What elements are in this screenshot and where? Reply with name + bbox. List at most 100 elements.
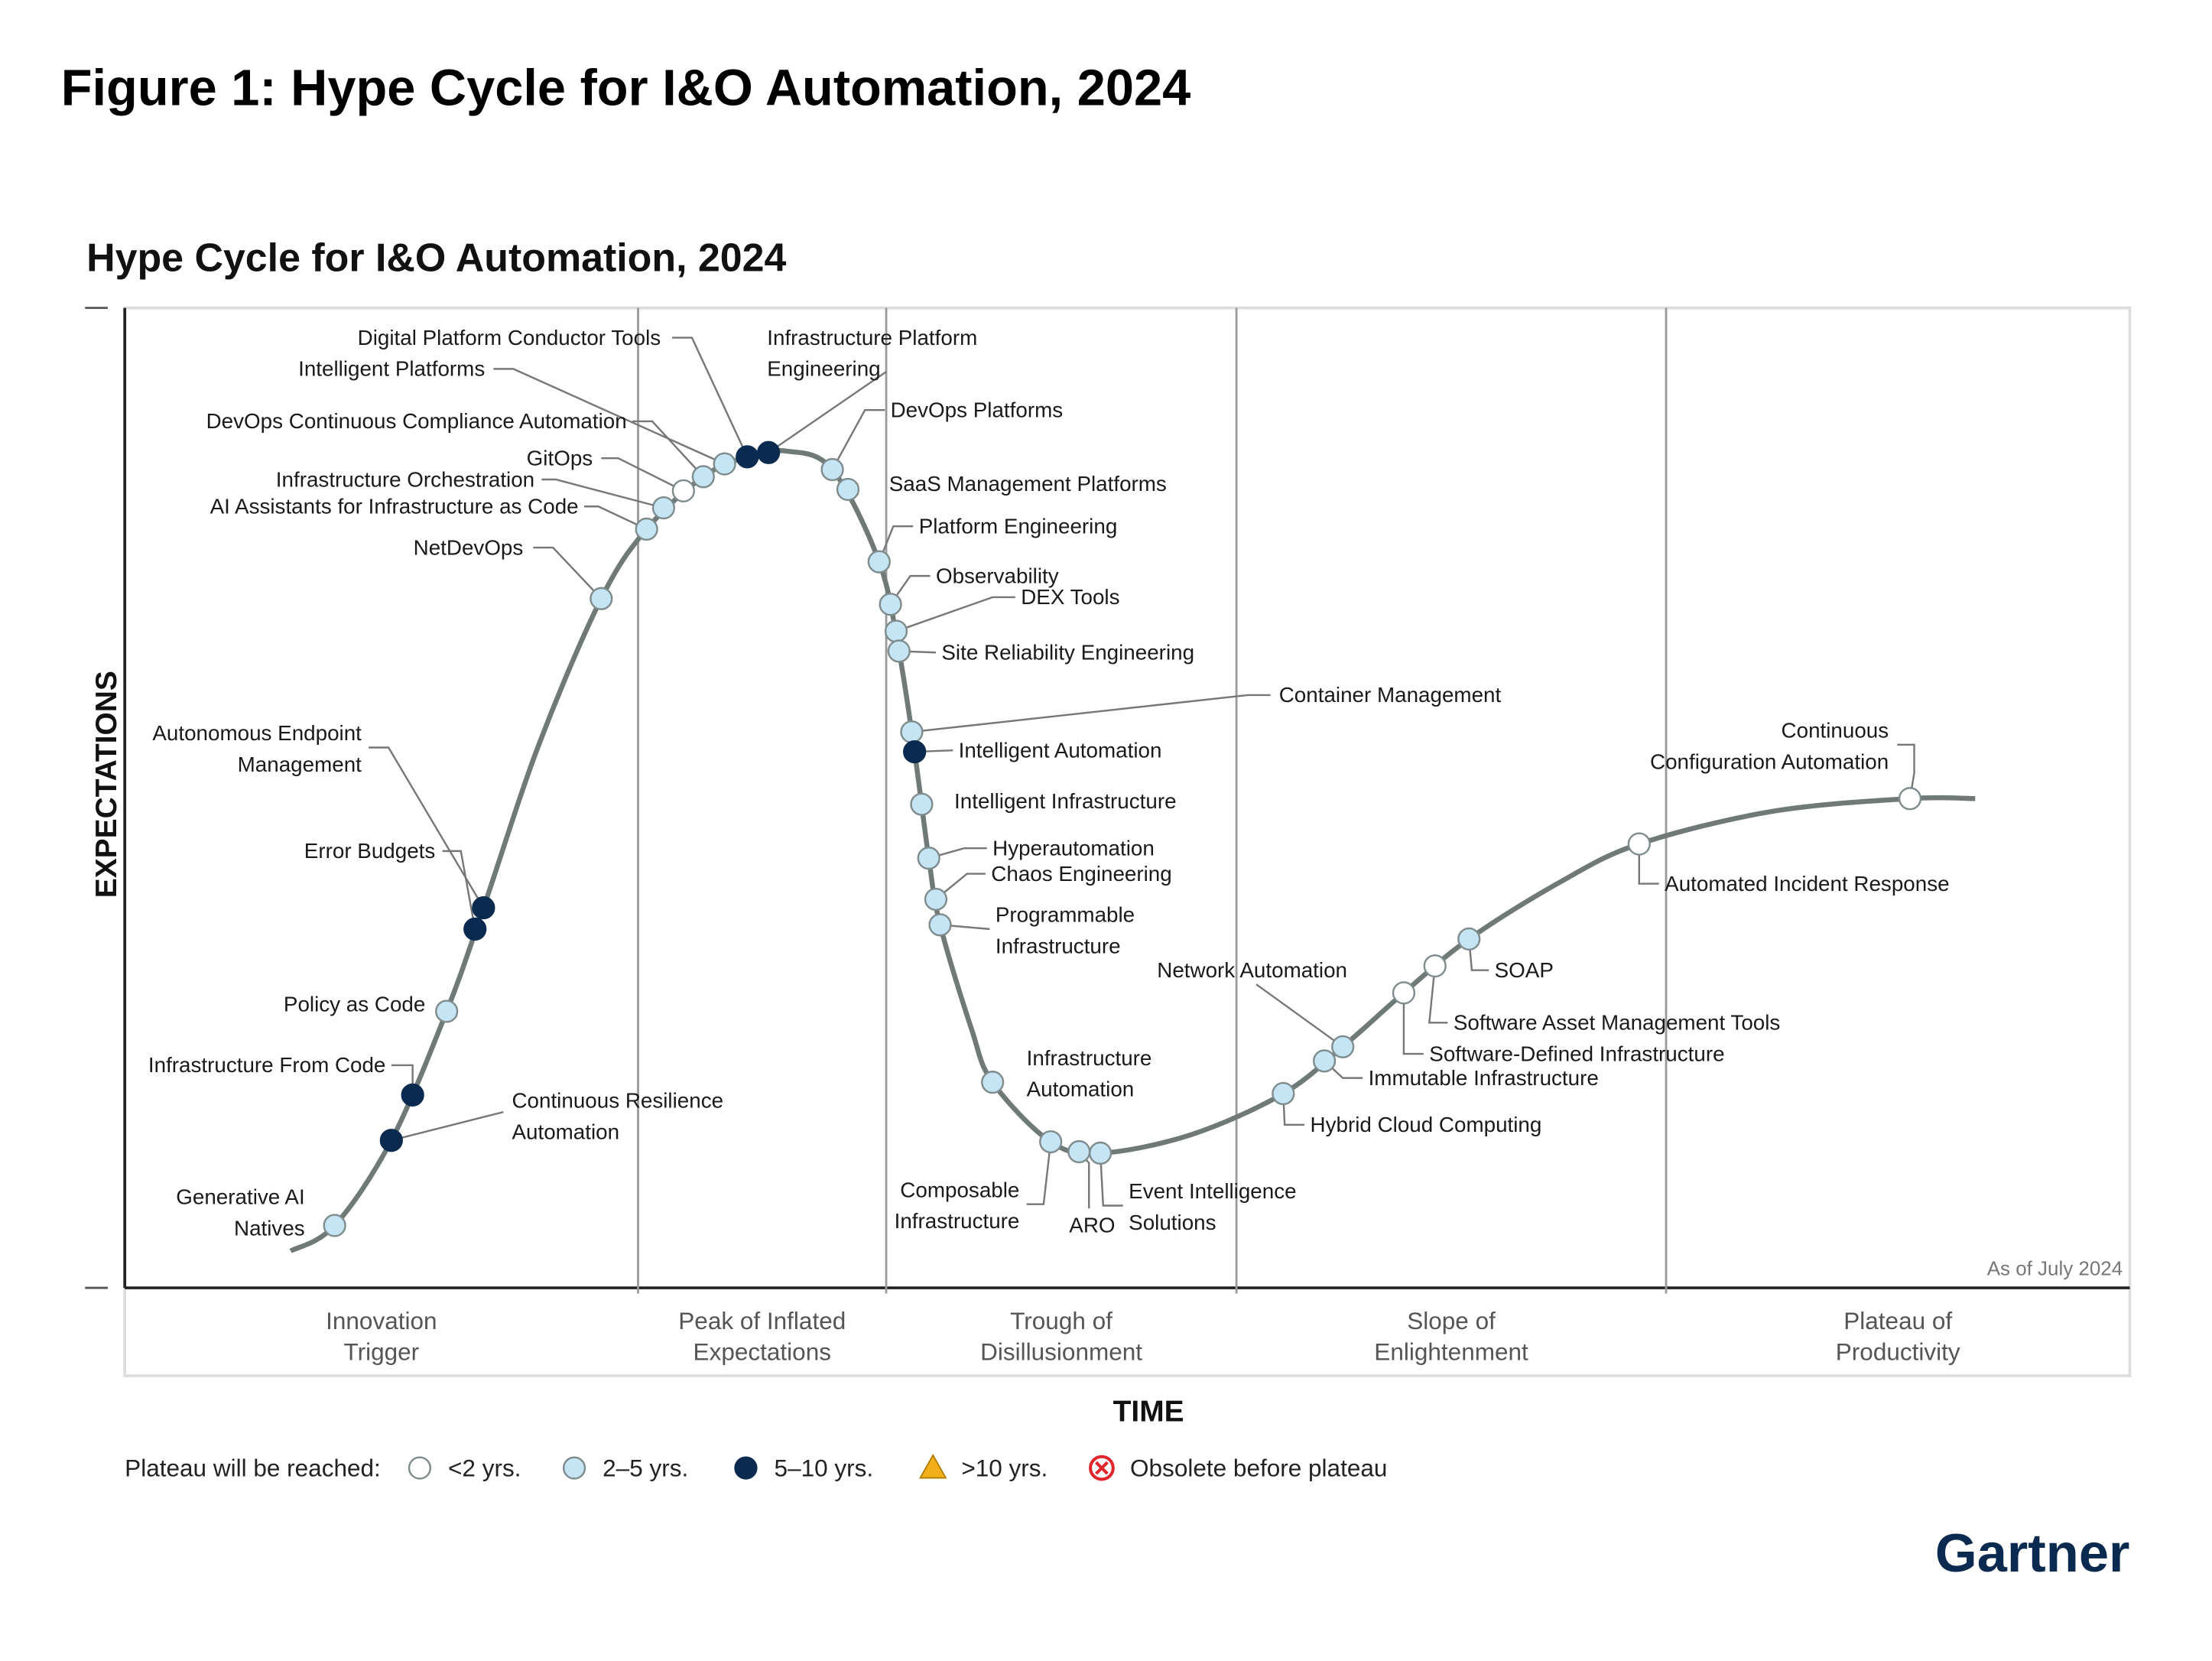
label-autonomous-endpoint-management: Autonomous Endpoint Management — [152, 721, 362, 776]
leader-line-netdevops — [533, 546, 603, 600]
figure-title: Figure 1: Hype Cycle for I&O Automation,… — [61, 60, 1190, 116]
point-container-management — [900, 720, 924, 744]
leader-line-platform-engineering — [878, 525, 914, 563]
label-devops-platforms: DevOps Platforms — [891, 398, 1064, 421]
label-error-budgets: Error Budgets — [304, 839, 436, 863]
leader-line-network-automation — [1255, 983, 1343, 1048]
point-infrastructure-from-code — [401, 1083, 424, 1107]
label-hybrid-cloud-computing: Hybrid Cloud Computing — [1311, 1113, 1542, 1136]
label-dex-tools: DEX Tools — [1021, 585, 1119, 609]
point-infrastructure-platform-engineering — [757, 440, 781, 464]
label-intelligent-infrastructure: Intelligent Infrastructure — [954, 789, 1176, 813]
label-chaos-engineering: Chaos Engineering — [991, 862, 1171, 886]
point-software-asset-management-tools — [1423, 954, 1447, 978]
point-continuous-resilience-automation — [379, 1129, 403, 1152]
label-intelligent-automation: Intelligent Automation — [959, 738, 1162, 762]
point-intelligent-infrastructure — [910, 792, 934, 816]
legend-entry: 2–5 yrs. — [603, 1455, 688, 1482]
label-infrastructure-platform-engineering: Infrastructure Platform Engineering — [767, 326, 977, 381]
legend-entry: >10 yrs. — [961, 1455, 1048, 1482]
label-aro: ARO — [1069, 1214, 1115, 1237]
technology-labels: Generative AI Natives Continuous Resilienc… — [148, 326, 1950, 1240]
label-composable-infrastructure: Composable Infrastructure — [895, 1178, 1020, 1233]
label-automated-incident-response: Automated Incident Response — [1665, 872, 1949, 896]
label-infrastructure-orchestration: Infrastructure Orchestration — [276, 467, 534, 491]
point-policy-as-code — [435, 1000, 459, 1023]
label-hyperautomation: Hyperautomation — [992, 836, 1155, 860]
leader-line-digital-platform-conductor-tools — [672, 336, 749, 457]
leader-line-infrastructure-orchestration — [541, 478, 664, 509]
point-devops-continuous-compliance-automation — [691, 465, 715, 489]
leader-line-devops-platforms — [831, 408, 885, 470]
point-event-intelligence-solutions — [1088, 1141, 1112, 1165]
label-policy-as-code: Policy as Code — [284, 992, 425, 1016]
leader-line-error-budgets — [442, 850, 476, 930]
label-observability: Observability — [936, 564, 1059, 587]
leader-line-container-management — [911, 694, 1271, 733]
legend-title: Plateau will be reached: — [125, 1455, 381, 1482]
leader-line-infrastructure-platform-engineering — [768, 371, 887, 453]
legend-entry: Obsolete before plateau — [1130, 1455, 1387, 1482]
phase-label: Innovation Trigger — [326, 1307, 437, 1366]
label-programmable-infrastructure: Programmable Infrastructure — [996, 903, 1135, 958]
point-devops-platforms — [820, 457, 844, 482]
label-network-automation: Network Automation — [1157, 958, 1347, 982]
label-site-reliability-engineering: Site Reliability Engineering — [941, 641, 1194, 665]
label-software-asset-management-tools: Software Asset Management Tools — [1454, 1011, 1780, 1035]
leader-line-hyperautomation — [928, 847, 987, 860]
point-infrastructure-automation — [981, 1071, 1005, 1094]
point-immutable-infrastructure — [1312, 1049, 1337, 1073]
gartner-logo: Gartner — [1935, 1523, 2130, 1583]
label-continuous-configuration-automation: Continuous Configuration Automation — [1650, 719, 1889, 774]
point-observability — [879, 593, 902, 616]
chart-title: Hype Cycle for I&O Automation, 2024 — [86, 236, 786, 280]
leader-line-event-intelligence-solutions — [1099, 1152, 1123, 1207]
point-automated-incident-response — [1627, 832, 1651, 856]
leader-line-devops-continuous-compliance-automation — [632, 420, 704, 478]
technology-points — [323, 440, 1922, 1237]
point-saas-management-platforms — [836, 477, 860, 502]
point-chaos-engineering — [924, 887, 948, 912]
legend-triangle-icon — [918, 1454, 947, 1479]
legend-circle-icon — [734, 1456, 758, 1480]
leader-line-software-asset-management-tools — [1428, 965, 1448, 1024]
point-infrastructure-orchestration — [651, 496, 676, 520]
leader-line-continuous-resilience-automation — [391, 1110, 504, 1142]
point-hybrid-cloud-computing — [1272, 1081, 1295, 1106]
point-programmable-infrastructure — [928, 913, 952, 937]
label-digital-platform-conductor-tools: Digital Platform Conductor Tools — [358, 326, 661, 349]
label-event-intelligence-solutions: Event Intelligence Solutions — [1129, 1179, 1296, 1234]
point-soap — [1457, 927, 1481, 951]
leader-line-autonomous-endpoint-management — [369, 746, 485, 909]
label-gitops: GitOps — [527, 446, 593, 470]
point-aro — [1067, 1139, 1091, 1164]
plot-frame — [85, 306, 2132, 1377]
label-devops-continuous-compliance-automation: DevOps Continuous Compliance Automation — [206, 409, 627, 433]
point-intelligent-platforms — [713, 452, 736, 476]
phase-label: Plateau of Productivity — [1836, 1307, 1960, 1366]
leader-line-composable-infrastructure — [1026, 1141, 1052, 1205]
point-ai-assistants-for-infrastructure-as-code — [635, 517, 658, 541]
point-hyperautomation — [917, 847, 940, 870]
phase-label: Peak of Inflated Expectations — [678, 1307, 846, 1366]
point-gitops — [671, 479, 695, 502]
label-continuous-resilience-automation: Continuous Resilience Automation — [512, 1089, 723, 1144]
label-netdevops: NetDevOps — [414, 535, 524, 559]
label-saas-management-platforms: SaaS Management Platforms — [889, 472, 1167, 496]
legend-entry: <2 yrs. — [448, 1455, 521, 1482]
leader-line-software-defined-infrastructure — [1402, 993, 1424, 1055]
label-infrastructure-automation: Infrastructure Automation — [1027, 1046, 1152, 1101]
leader-line-ai-assistants-for-infrastructure-as-code — [584, 505, 648, 531]
leader-line-automated-incident-response — [1638, 844, 1659, 885]
label-generative-ai-natives: Generative AI Natives — [176, 1185, 304, 1240]
point-intelligent-automation — [903, 739, 927, 764]
point-generative-ai-natives — [323, 1214, 346, 1237]
label-infrastructure-from-code: Infrastructure From Code — [148, 1053, 386, 1077]
hype-curve — [289, 447, 1976, 1253]
point-netdevops — [590, 587, 613, 610]
point-site-reliability-engineering — [887, 639, 911, 663]
label-soap: SOAP — [1495, 958, 1554, 982]
legend-x-icon — [1095, 1461, 1109, 1475]
point-network-automation — [1331, 1035, 1355, 1058]
